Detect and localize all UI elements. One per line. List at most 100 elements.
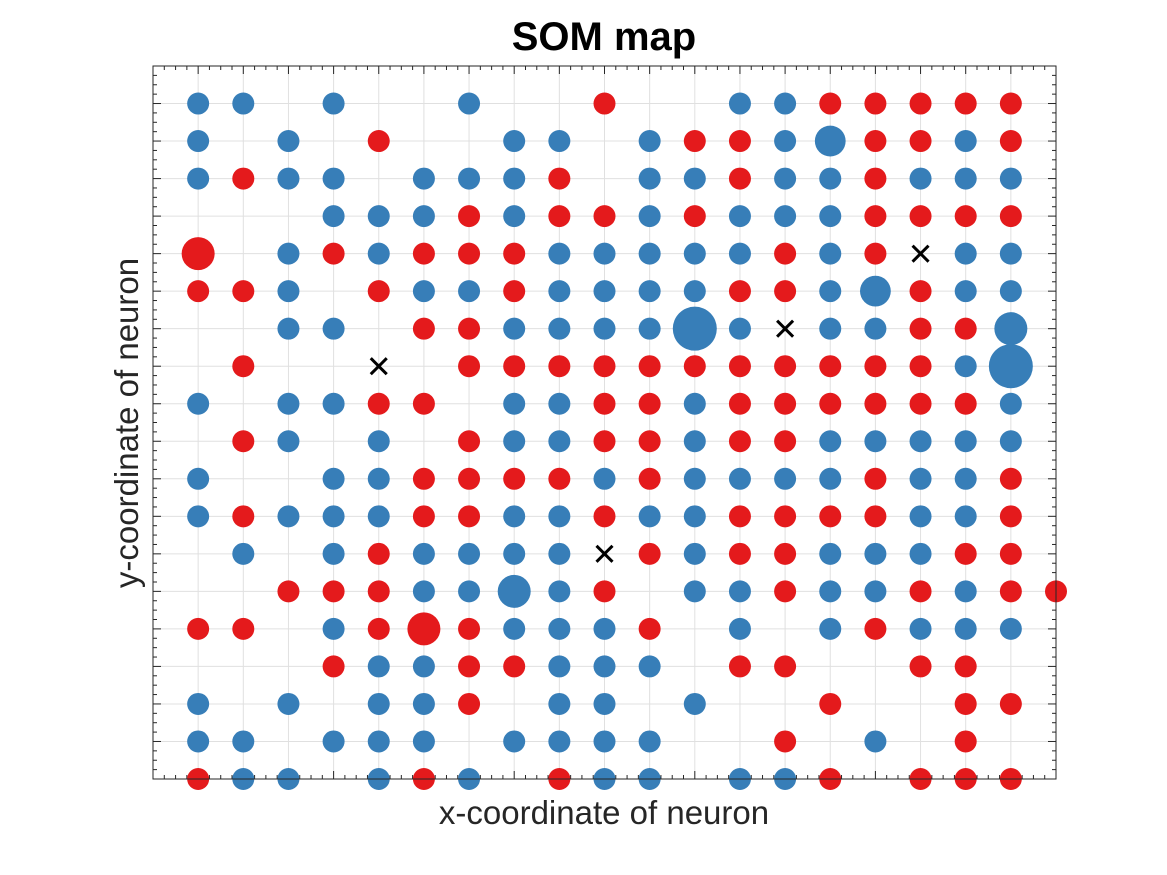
- neuron-point-blue: [458, 167, 481, 190]
- neuron-point-blue: [367, 242, 390, 265]
- neuron-point-blue: [503, 167, 526, 190]
- neuron-point-blue: [367, 430, 390, 453]
- neuron-point-blue: [728, 617, 751, 640]
- neuron-point-red: [999, 505, 1022, 528]
- neuron-point-blue: [412, 730, 435, 753]
- neuron-point-blue: [819, 467, 842, 490]
- neuron-point-blue: [593, 655, 616, 678]
- neuron-point-blue: [819, 617, 842, 640]
- neuron-point-blue: [638, 655, 661, 678]
- neuron-point-red: [367, 280, 390, 303]
- neuron-point-red: [909, 392, 932, 415]
- neuron-point-red: [864, 167, 887, 190]
- neuron-point-blue: [277, 317, 300, 340]
- neuron-point-blue: [367, 205, 390, 228]
- neuron-point-red: [367, 392, 390, 415]
- neuron-point-blue: [503, 730, 526, 753]
- neuron-point-blue: [503, 505, 526, 528]
- neuron-point-blue: [277, 692, 300, 715]
- neuron-point-blue: [638, 130, 661, 153]
- neuron-point-red: [774, 730, 797, 753]
- neuron-point-red: [412, 242, 435, 265]
- neuron-point-blue: [548, 505, 571, 528]
- neuron-point-red: [999, 467, 1022, 490]
- neuron-point-blue: [860, 275, 891, 307]
- neuron-point-blue: [277, 167, 300, 190]
- neuron-point-blue: [322, 542, 345, 565]
- neuron-point-red: [593, 205, 616, 228]
- neuron-point-red: [774, 655, 797, 678]
- neuron-point-red: [232, 505, 255, 528]
- neuron-point-blue: [412, 542, 435, 565]
- neuron-point-blue: [909, 617, 932, 640]
- neuron-point-blue: [774, 130, 797, 153]
- neuron-point-red: [548, 167, 571, 190]
- neuron-point-red: [864, 392, 887, 415]
- neuron-point-red: [638, 430, 661, 453]
- neuron-point-blue: [999, 280, 1022, 303]
- neuron-point-blue: [999, 242, 1022, 265]
- neuron-point-red: [187, 280, 210, 303]
- x-axis-label: x-coordinate of neuron: [439, 794, 769, 831]
- neuron-point-blue: [548, 317, 571, 340]
- neuron-point-blue: [503, 130, 526, 153]
- axes-box: [152, 65, 1057, 780]
- neuron-point-blue: [683, 505, 706, 528]
- neuron-point-blue: [638, 167, 661, 190]
- neuron-point-blue: [638, 505, 661, 528]
- neuron-point-blue: [728, 92, 751, 115]
- neuron-point-red: [232, 167, 255, 190]
- neuron-point-blue: [548, 692, 571, 715]
- neuron-point-blue: [458, 280, 481, 303]
- neuron-point-blue: [999, 617, 1022, 640]
- neuron-point-red: [593, 92, 616, 115]
- neuron-point-red: [638, 542, 661, 565]
- neuron-point-red: [819, 505, 842, 528]
- neuron-point-red: [774, 505, 797, 528]
- neuron-point-red: [638, 467, 661, 490]
- neuron-point-blue: [503, 617, 526, 640]
- neuron-point-blue: [187, 92, 210, 115]
- neuron-point-red: [593, 355, 616, 378]
- neuron-point-red: [412, 467, 435, 490]
- neuron-point-blue: [548, 130, 571, 153]
- neuron-point-blue: [864, 730, 887, 753]
- neuron-point-blue: [954, 505, 977, 528]
- neuron-point-blue: [277, 392, 300, 415]
- neuron-point-red: [774, 542, 797, 565]
- neuron-point-blue: [672, 306, 717, 351]
- neuron-point-blue: [909, 467, 932, 490]
- neuron-point-red: [548, 467, 571, 490]
- neuron-point-red: [277, 580, 300, 603]
- neuron-point-red: [819, 92, 842, 115]
- neuron-point-red: [999, 130, 1022, 153]
- neuron-point-blue: [728, 242, 751, 265]
- neuron-point-red: [909, 317, 932, 340]
- neuron-point-red: [728, 130, 751, 153]
- neuron-point-red: [909, 130, 932, 153]
- neuron-point-red: [864, 242, 887, 265]
- neuron-point-blue: [819, 580, 842, 603]
- neuron-point-red: [458, 655, 481, 678]
- neuron-point-blue: [367, 655, 390, 678]
- neuron-point-blue: [367, 505, 390, 528]
- neuron-point-red: [503, 242, 526, 265]
- neuron-point-blue: [548, 730, 571, 753]
- neuron-point-red: [503, 355, 526, 378]
- y-axis-label: y-coordinate of neuron: [108, 258, 145, 588]
- neuron-point-red: [322, 655, 345, 678]
- neuron-point-red: [458, 205, 481, 228]
- neuron-point-blue: [548, 542, 571, 565]
- neuron-point-red: [367, 130, 390, 153]
- neuron-point-red: [774, 242, 797, 265]
- neuron-point-blue: [187, 467, 210, 490]
- neuron-point-blue: [819, 167, 842, 190]
- neuron-point-blue: [954, 242, 977, 265]
- neuron-point-blue: [728, 467, 751, 490]
- neuron-point-blue: [322, 730, 345, 753]
- neuron-point-red: [181, 237, 215, 271]
- neuron-point-blue: [774, 205, 797, 228]
- neuron-point-blue: [503, 430, 526, 453]
- neuron-point-red: [954, 542, 977, 565]
- neuron-point-red: [322, 242, 345, 265]
